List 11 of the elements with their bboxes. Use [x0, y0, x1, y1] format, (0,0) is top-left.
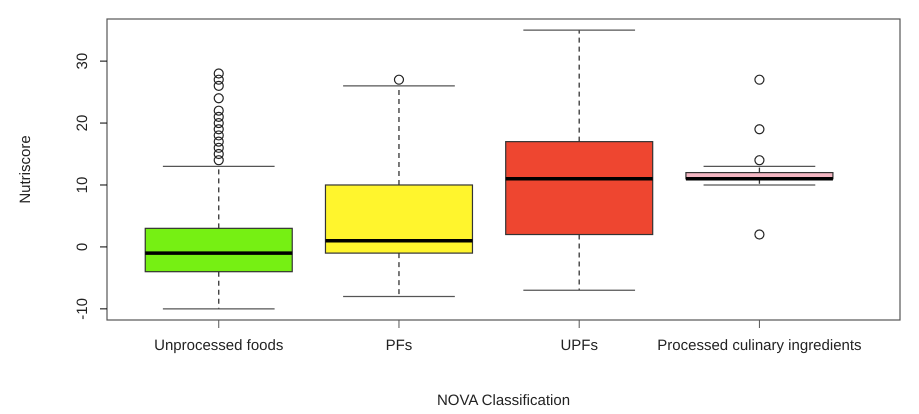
y-tick-label: 30 [74, 52, 91, 70]
x-axis-title: NOVA Classification [436, 392, 570, 409]
y-tick-label: 0 [74, 242, 91, 252]
y-tick-label: -10 [74, 298, 91, 320]
x-tick-label: Unprocessed foods [154, 337, 284, 354]
x-tick-label: PFs [386, 337, 412, 354]
x-tick-label: Processed culinary ingredients [657, 337, 862, 354]
y-tick-label: 20 [74, 114, 91, 132]
x-tick-label: UPFs [560, 337, 598, 354]
y-tick-label: 10 [74, 176, 91, 194]
y-axis-title: Nutriscore [17, 135, 34, 204]
